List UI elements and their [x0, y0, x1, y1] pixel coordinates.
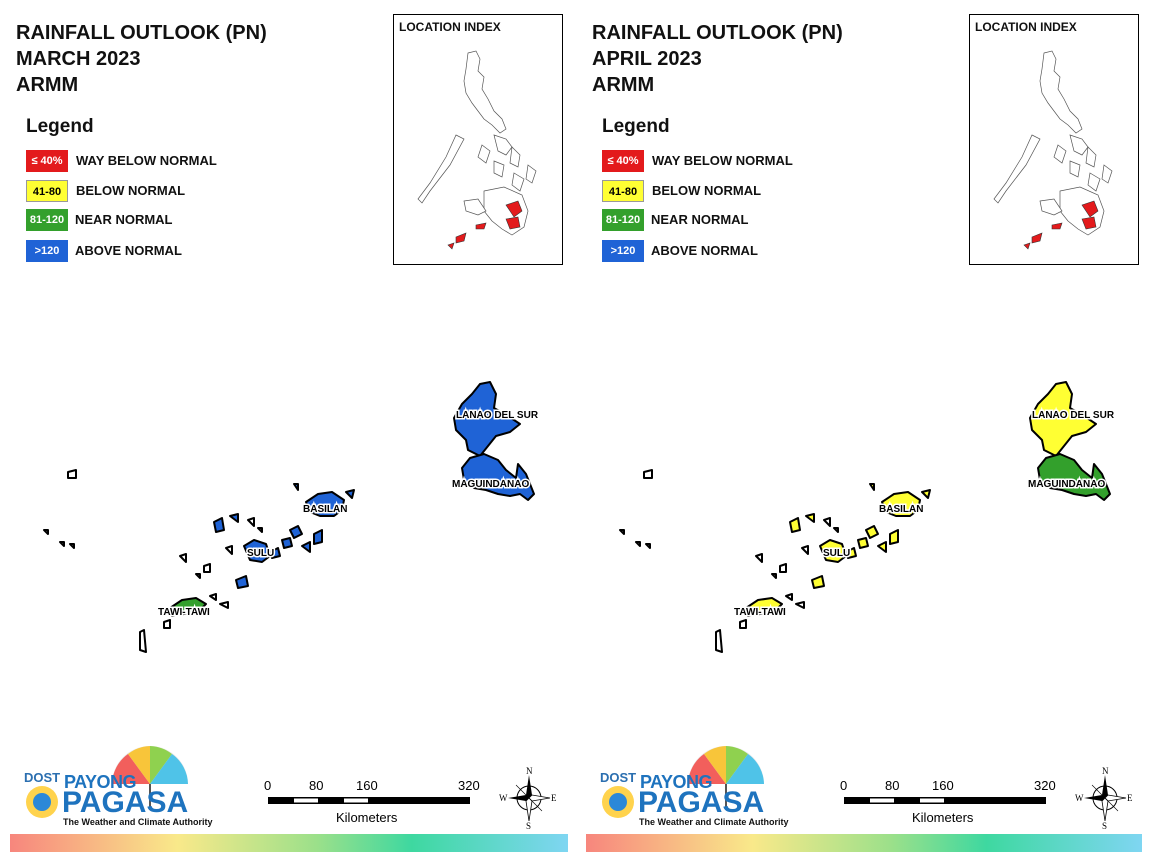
label-tawi-tawi: TAWI-TAWI [158, 607, 210, 618]
region-map: LANAO DEL SUR MAGUINDANAO BASILAN SULU T… [43, 381, 540, 653]
province-lanao-del-sur [453, 381, 521, 457]
label-basilan: BASILAN [879, 504, 923, 515]
color-gradient-bar [10, 834, 568, 852]
compass-e: E [1127, 793, 1133, 803]
legend-label: WAY BELOW NORMAL [76, 153, 217, 168]
logo-dost: DOST [600, 770, 637, 785]
legend-swatch: >120 [602, 240, 644, 262]
location-index: LOCATION INDEX [393, 14, 563, 265]
compass-s: S [526, 821, 531, 831]
philippines-index-map [417, 50, 537, 250]
legend-swatch: 81-120 [26, 209, 68, 231]
logo-tagline: The Weather and Climate Authority [639, 817, 789, 827]
label-basilan: BASILAN [303, 504, 347, 515]
scale-bar: 0 80 160 320 Kilometers [840, 778, 1070, 838]
label-tawi-tawi: TAWI-TAWI [734, 607, 786, 618]
compass-rose-icon: N S E W [1075, 766, 1133, 831]
title-line-2: APRIL 2023 [592, 48, 702, 70]
province-sulu [243, 539, 271, 563]
location-index-title: LOCATION INDEX [399, 20, 501, 34]
color-gradient-bar [586, 834, 1142, 852]
legend-label: WAY BELOW NORMAL [652, 153, 793, 168]
scale-tick: 160 [356, 778, 378, 793]
location-index: LOCATION INDEX [969, 14, 1139, 265]
compass-w: W [499, 793, 508, 803]
label-maguindanao: MAGUINDANAO [452, 479, 529, 490]
title-line-3: ARMM [592, 74, 655, 96]
logo-pagasa: PAGASA [62, 786, 189, 819]
scale-tick: 160 [932, 778, 954, 793]
scale-unit: Kilometers [912, 810, 974, 825]
compass-e: E [551, 793, 557, 803]
province-basilan [881, 491, 921, 517]
minor-islands [789, 483, 931, 589]
scale-bar: 0 80 160 320 Kilometers [264, 778, 494, 838]
province-sulu [819, 539, 847, 563]
legend-label: ABOVE NORMAL [651, 243, 758, 258]
title-line-1: RAINFALL OUTLOOK (PN) [16, 22, 267, 44]
logo-dost: DOST [24, 770, 61, 785]
scale-unit: Kilometers [336, 810, 398, 825]
logo-pagasa: PAGASA [638, 786, 765, 819]
compass-s: S [1102, 821, 1107, 831]
pagasa-logo: DOST PAYONG PAGASA The Weather and Clima… [16, 740, 213, 835]
title-line-3: ARMM [16, 74, 79, 96]
scale-tick: 80 [309, 778, 324, 793]
umbrella-icon [602, 746, 764, 818]
scale-bar-graphic [268, 797, 470, 804]
north-arrow: N S E W [1074, 765, 1136, 831]
title-line-2: MARCH 2023 [16, 48, 141, 70]
legend-label: ABOVE NORMAL [75, 243, 182, 258]
province-lanao-del-sur [1029, 381, 1097, 457]
outlook-panel-april: RAINFALL OUTLOOK (PN) APRIL 2023 ARMM Le… [576, 0, 1152, 864]
label-sulu: SULU [823, 548, 850, 559]
region-map: LANAO DEL SUR MAGUINDANAO BASILAN SULU T… [619, 381, 1116, 653]
province-tawi-tawi [745, 597, 783, 617]
pagasa-logo: DOST PAYONG PAGASA The Weather and Clima… [592, 740, 789, 835]
umbrella-icon [26, 746, 188, 818]
province-basilan [305, 491, 345, 517]
legend-swatch: 81-120 [602, 209, 644, 231]
label-lanao-del-sur: LANAO DEL SUR [1032, 410, 1115, 421]
compass-n: N [1102, 766, 1109, 776]
legend-label: NEAR NORMAL [651, 212, 749, 227]
legend-swatch: ≤ 40% [26, 150, 68, 172]
philippines-index-map [993, 50, 1113, 250]
label-sulu: SULU [247, 548, 274, 559]
label-lanao-del-sur: LANAO DEL SUR [456, 410, 539, 421]
outlook-panel-march: RAINFALL OUTLOOK (PN) MARCH 2023 ARMM Le… [10, 14, 568, 852]
legend-swatch: 41-80 [602, 180, 644, 202]
compass-w: W [1075, 793, 1084, 803]
scale-tick: 320 [458, 778, 480, 793]
scale-bar-graphic [844, 797, 1046, 804]
panel-title: RAINFALL OUTLOOK (PN) APRIL 2023 ARMM [592, 20, 843, 98]
legend-swatch: 41-80 [26, 180, 68, 202]
scale-tick: 0 [840, 778, 848, 793]
province-maguindanao [1037, 453, 1111, 501]
panel-title: RAINFALL OUTLOOK (PN) MARCH 2023 ARMM [16, 20, 267, 98]
scale-tick: 0 [264, 778, 272, 793]
title-line-1: RAINFALL OUTLOOK (PN) [592, 22, 843, 44]
legend-swatch: >120 [26, 240, 68, 262]
scale-tick: 320 [1034, 778, 1056, 793]
legend-label: BELOW NORMAL [76, 183, 186, 198]
compass-rose-icon: N S E W [499, 766, 557, 831]
legend-title: Legend [602, 116, 670, 137]
scale-tick: 80 [885, 778, 900, 793]
legend-label: NEAR NORMAL [75, 212, 173, 227]
north-arrow: N S E W [498, 765, 560, 831]
logo-payong: PAYONG [64, 772, 137, 792]
legend-label: BELOW NORMAL [652, 183, 762, 198]
province-tawi-tawi [169, 597, 207, 617]
logo-tagline: The Weather and Climate Authority [63, 817, 213, 827]
minor-islands [213, 483, 355, 589]
province-maguindanao [461, 453, 535, 501]
location-index-title: LOCATION INDEX [975, 20, 1077, 34]
logo-payong: PAYONG [640, 772, 713, 792]
label-maguindanao: MAGUINDANAO [1028, 479, 1105, 490]
compass-n: N [526, 766, 533, 776]
legend-swatch: ≤ 40% [602, 150, 644, 172]
legend-title: Legend [26, 116, 94, 137]
